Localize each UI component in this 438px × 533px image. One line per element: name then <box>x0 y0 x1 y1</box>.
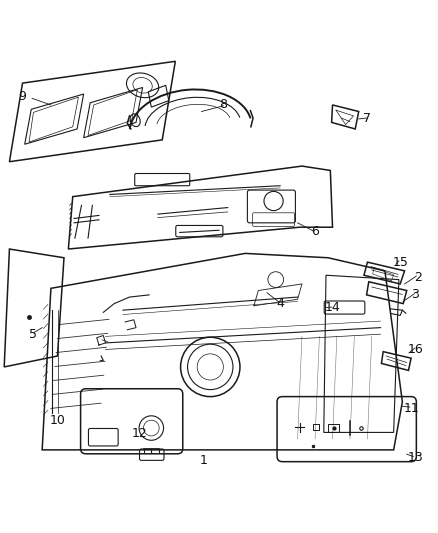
Text: 4: 4 <box>276 297 284 310</box>
Text: 7: 7 <box>364 111 371 125</box>
Text: 6: 6 <box>311 225 319 238</box>
Text: 9: 9 <box>18 90 26 103</box>
Text: 11: 11 <box>403 402 419 415</box>
Text: 13: 13 <box>408 451 424 464</box>
Text: 2: 2 <box>414 271 422 284</box>
Text: 14: 14 <box>325 302 340 314</box>
Text: 16: 16 <box>408 343 424 356</box>
Text: 15: 15 <box>392 256 408 269</box>
Text: 3: 3 <box>412 288 420 301</box>
Text: 5: 5 <box>29 328 37 341</box>
Text: 12: 12 <box>132 427 148 440</box>
Text: 1: 1 <box>200 454 208 467</box>
Text: 8: 8 <box>219 99 227 111</box>
Text: 10: 10 <box>49 414 65 427</box>
